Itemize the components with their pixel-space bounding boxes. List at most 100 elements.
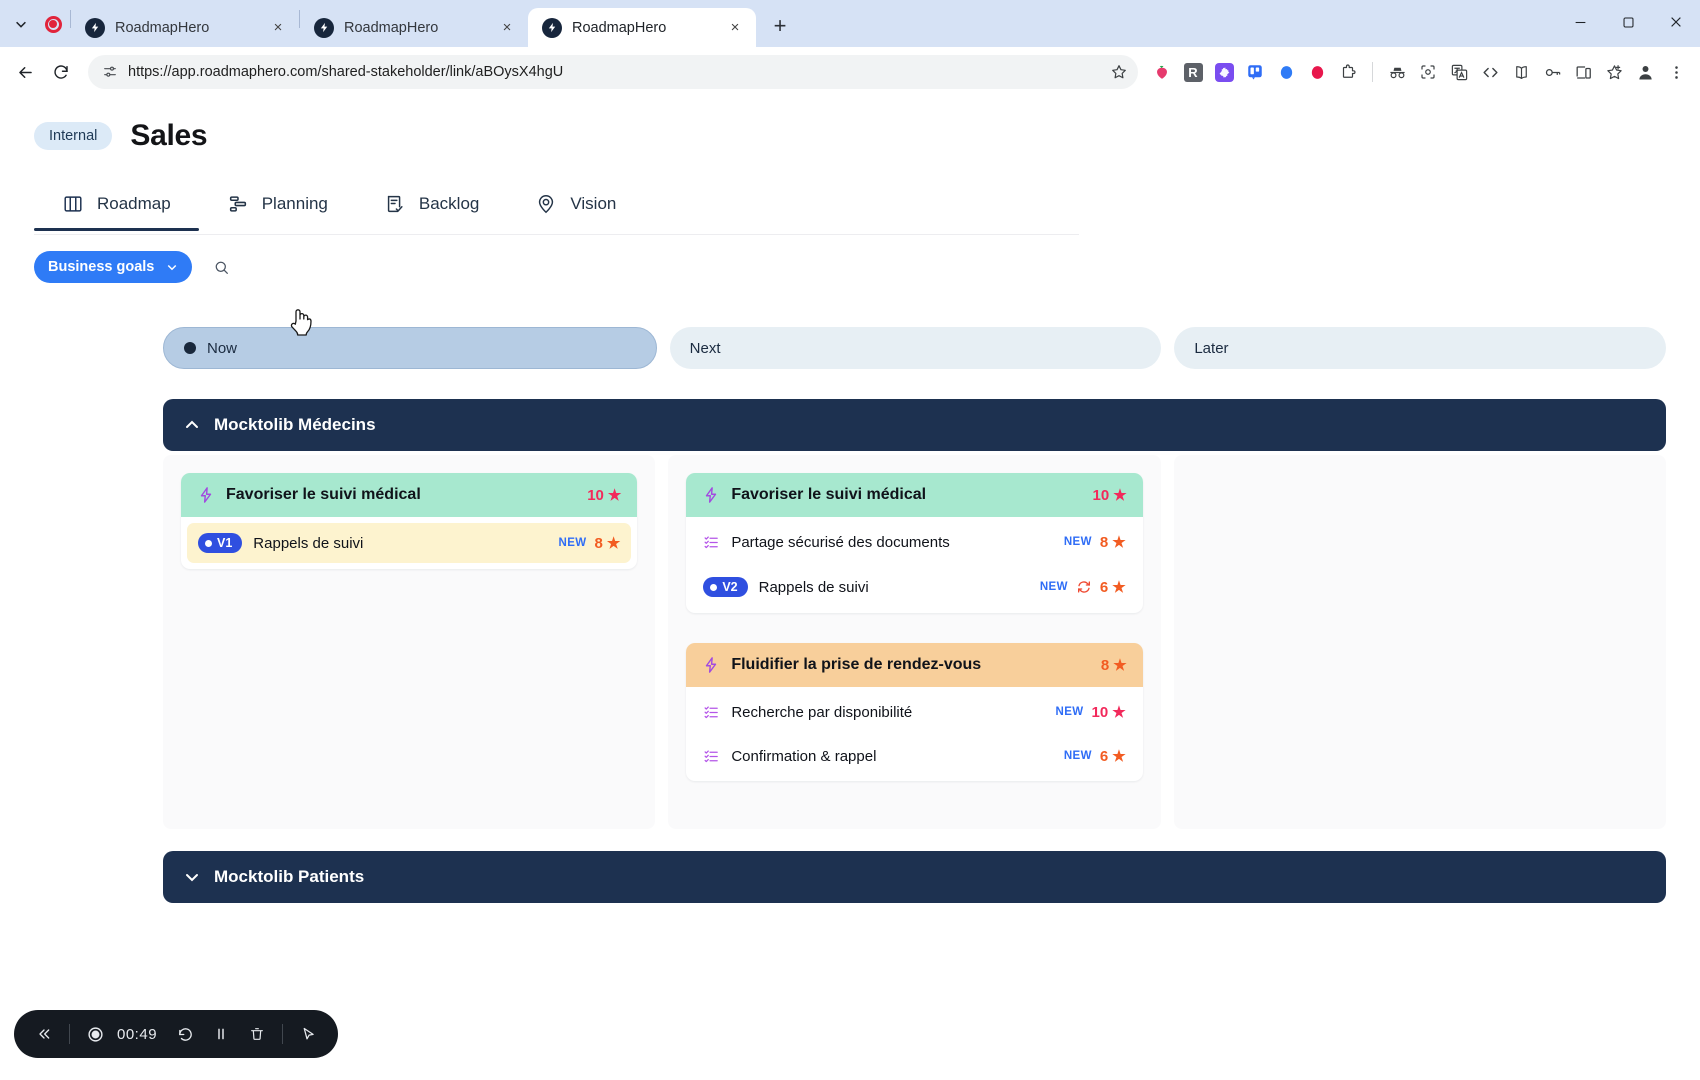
double-chevron-left-icon[interactable] bbox=[28, 1018, 60, 1050]
close-icon[interactable]: × bbox=[273, 19, 283, 36]
roadmap-board: Now Next Later Mocktolib Médecins bbox=[0, 283, 1700, 903]
now-status-dot-icon bbox=[184, 342, 196, 354]
address-bar[interactable]: https://app.roadmaphero.com/shared-stake… bbox=[88, 55, 1138, 89]
record-dot-icon[interactable] bbox=[36, 7, 70, 41]
feature-name: Confirmation & rappel bbox=[731, 747, 877, 765]
close-icon[interactable]: × bbox=[502, 19, 512, 36]
new-tag: NEW bbox=[558, 537, 587, 549]
star-icon: ★ bbox=[1112, 748, 1126, 765]
close-icon[interactable]: × bbox=[730, 19, 740, 36]
puzzle-extensions-icon[interactable] bbox=[1334, 58, 1362, 86]
goal-card-title: Favoriser le suivi médical bbox=[731, 486, 927, 503]
group-header-label: Mocktolib Patients bbox=[214, 867, 365, 886]
blue-circle-extension-icon[interactable] bbox=[1272, 58, 1300, 86]
star-icon: ★ bbox=[1112, 534, 1126, 551]
browser-tab-1-title: RoadmapHero bbox=[115, 19, 210, 36]
goal-card[interactable]: Favoriser le suivi médical 10 ★ Partage … bbox=[686, 473, 1143, 613]
chevron-down-icon[interactable] bbox=[184, 869, 200, 885]
tab-roadmap[interactable]: Roadmap bbox=[34, 193, 199, 231]
trello-extension-icon[interactable] bbox=[1241, 58, 1269, 86]
feature-row[interactable]: Partage sécurisé des documents NEW 8 ★ bbox=[692, 523, 1137, 561]
feature-row[interactable]: V2 Rappels de suivi NEW 6 ★ bbox=[692, 567, 1137, 607]
group-header-mocktolib-medecins[interactable]: Mocktolib Médecins bbox=[163, 399, 1666, 451]
chevron-up-icon[interactable] bbox=[184, 417, 200, 433]
feature-name: Rappels de suivi bbox=[253, 534, 364, 552]
swimlane-cell-later[interactable] bbox=[1173, 455, 1666, 829]
r-letter-extension-icon[interactable]: R bbox=[1179, 58, 1207, 86]
goal-card[interactable]: Favoriser le suivi médical 10 ★ V1 Rappe… bbox=[181, 473, 638, 569]
feature-score-value: 8 bbox=[594, 534, 603, 552]
swimlane-cell-next[interactable]: Favoriser le suivi médical 10 ★ Partage … bbox=[668, 455, 1161, 829]
feature-row-meta: NEW 10 ★ bbox=[1055, 703, 1126, 722]
record-circle-icon[interactable] bbox=[79, 1018, 111, 1050]
browser-tab-2[interactable]: RoadmapHero × bbox=[300, 8, 528, 47]
feature-row[interactable]: V1 Rappels de suivi NEW 8 ★ bbox=[187, 523, 632, 563]
view-tabs: Roadmap Planning Backlog Vision bbox=[0, 193, 1700, 231]
browser-tab-strip: RoadmapHero × RoadmapHero × RoadmapHero … bbox=[0, 0, 1700, 47]
tab-search-chevron-down-icon[interactable] bbox=[6, 9, 36, 39]
page-title: Sales bbox=[130, 119, 208, 152]
goal-card-score: 10 ★ bbox=[587, 486, 621, 505]
tab-planning[interactable]: Planning bbox=[199, 193, 356, 231]
tab-backlog[interactable]: Backlog bbox=[356, 193, 507, 231]
back-arrow-icon[interactable] bbox=[8, 55, 42, 89]
grouping-dropdown[interactable]: Business goals bbox=[34, 251, 193, 283]
tab-roadmap-label: Roadmap bbox=[97, 194, 171, 213]
column-header-now[interactable]: Now bbox=[163, 327, 657, 369]
feature-row[interactable]: Confirmation & rappel NEW 6 ★ bbox=[692, 737, 1137, 775]
new-tag: NEW bbox=[1063, 536, 1092, 548]
browser-tab-1[interactable]: RoadmapHero × bbox=[71, 8, 299, 47]
scan-qr-icon[interactable] bbox=[1414, 58, 1442, 86]
version-dot-icon bbox=[205, 539, 212, 547]
group-header-label: Mocktolib Médecins bbox=[214, 415, 376, 434]
new-tab-button[interactable]: + bbox=[773, 13, 787, 38]
group-header-mocktolib-patients[interactable]: Mocktolib Patients bbox=[163, 851, 1666, 903]
incognito-glasses-icon[interactable] bbox=[1383, 58, 1411, 86]
site-settings-icon[interactable] bbox=[102, 64, 118, 80]
column-header-next[interactable]: Next bbox=[669, 327, 1162, 369]
star-icon: ★ bbox=[1113, 657, 1127, 674]
reading-list-book-icon[interactable] bbox=[1507, 58, 1535, 86]
browser-tab-3[interactable]: RoadmapHero × bbox=[528, 8, 756, 47]
feature-score-value: 6 bbox=[1099, 747, 1109, 765]
reload-icon[interactable] bbox=[44, 55, 78, 89]
pink-circle-extension-icon[interactable] bbox=[1303, 58, 1331, 86]
version-pill-label: V1 bbox=[217, 536, 233, 550]
star-icon: ★ bbox=[1112, 704, 1126, 721]
code-brackets-icon[interactable] bbox=[1476, 58, 1504, 86]
star-icon: ★ bbox=[1112, 579, 1126, 596]
tab-planning-label: Planning bbox=[261, 194, 328, 213]
cast-device-icon[interactable] bbox=[1569, 58, 1597, 86]
goal-card[interactable]: Fluidifier la prise de rendez-vous 8 ★ R… bbox=[686, 643, 1143, 781]
feature-row[interactable]: Recherche par disponibilité NEW 10 ★ bbox=[692, 693, 1137, 731]
cursor-arrow-icon[interactable] bbox=[292, 1018, 324, 1050]
tab-vision-label: Vision bbox=[570, 194, 617, 213]
three-dot-menu-icon[interactable] bbox=[1662, 58, 1690, 86]
password-key-icon[interactable] bbox=[1538, 58, 1566, 86]
column-header-now-label: Now bbox=[207, 339, 238, 357]
feature-name: Partage sécurisé des documents bbox=[731, 533, 950, 551]
purple-gear-extension-icon[interactable] bbox=[1210, 58, 1238, 86]
strawberry-extension-icon[interactable] bbox=[1148, 58, 1176, 86]
restart-icon[interactable] bbox=[169, 1018, 201, 1050]
url-text[interactable]: https://app.roadmaphero.com/shared-stake… bbox=[128, 64, 564, 80]
tab-vision[interactable]: Vision bbox=[507, 193, 647, 231]
translate-icon[interactable] bbox=[1445, 58, 1473, 86]
feature-name: Rappels de suivi bbox=[758, 578, 869, 596]
search-icon bbox=[213, 259, 230, 276]
bookmark-star-plus-icon[interactable] bbox=[1600, 58, 1628, 86]
maximize-icon[interactable] bbox=[1604, 0, 1652, 44]
search-button[interactable] bbox=[206, 252, 236, 282]
group-swimlane-mocktolib-medecins: Favoriser le suivi médical 10 ★ V1 Rappe… bbox=[163, 455, 1666, 829]
gantt-icon bbox=[227, 193, 249, 215]
swimlane-cell-now[interactable]: Favoriser le suivi médical 10 ★ V1 Rappe… bbox=[163, 455, 656, 829]
column-header-later[interactable]: Later bbox=[1174, 327, 1667, 369]
minimize-icon[interactable] bbox=[1556, 0, 1604, 44]
star-outline-icon[interactable] bbox=[1110, 63, 1128, 81]
recorder-timer: 00:49 bbox=[117, 1025, 158, 1043]
profile-avatar-icon[interactable] bbox=[1631, 58, 1659, 86]
trash-icon[interactable] bbox=[241, 1018, 273, 1050]
toolbar-divider bbox=[1372, 62, 1373, 82]
pause-icon[interactable] bbox=[205, 1018, 237, 1050]
close-window-icon[interactable] bbox=[1652, 0, 1700, 44]
